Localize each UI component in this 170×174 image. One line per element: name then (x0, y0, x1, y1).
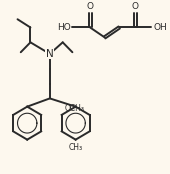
Text: HO: HO (57, 23, 71, 32)
Text: O: O (87, 2, 94, 11)
Text: O: O (132, 2, 139, 11)
Text: N: N (46, 49, 54, 59)
Text: OH: OH (153, 23, 167, 32)
Text: CH₃: CH₃ (69, 143, 83, 152)
Text: OCH₃: OCH₃ (65, 104, 85, 113)
